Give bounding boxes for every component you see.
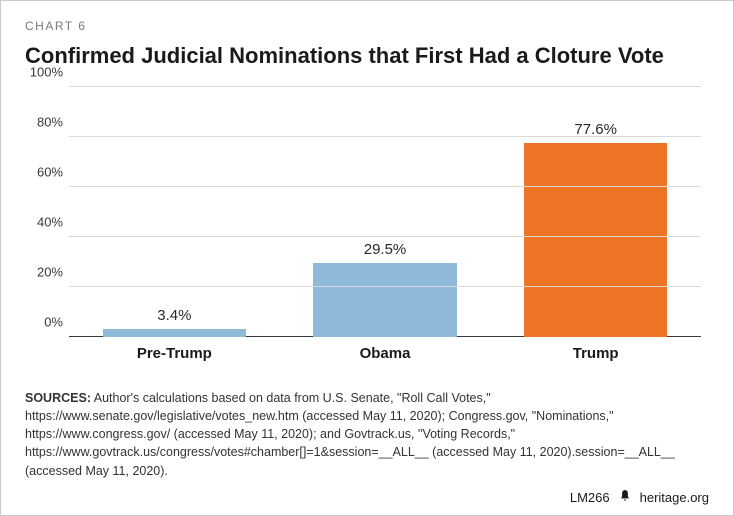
sources-label: SOURCES: bbox=[25, 391, 91, 405]
sources-body: Author's calculations based on data from… bbox=[25, 391, 675, 478]
grid-line bbox=[69, 286, 701, 287]
footer-site: heritage.org bbox=[640, 490, 709, 505]
bar: 77.6% bbox=[524, 143, 667, 337]
x-axis-label: Obama bbox=[280, 337, 491, 367]
bar-slot: 29.5% bbox=[280, 87, 491, 337]
sources-text: SOURCES: Author's calculations based on … bbox=[25, 389, 709, 480]
plot-area: 3.4%29.5%77.6% 0%20%40%60%80%100% bbox=[69, 87, 701, 337]
y-tick-label: 80% bbox=[21, 115, 63, 130]
x-axis-labels: Pre-TrumpObamaTrump bbox=[69, 337, 701, 367]
x-axis-label: Pre-Trump bbox=[69, 337, 280, 367]
y-tick-label: 20% bbox=[21, 265, 63, 280]
bar-slot: 3.4% bbox=[69, 87, 280, 337]
bar-value-label: 29.5% bbox=[364, 241, 407, 258]
bar-chart: 3.4%29.5%77.6% 0%20%40%60%80%100% Pre-Tr… bbox=[69, 87, 701, 367]
chart-title: Confirmed Judicial Nominations that Firs… bbox=[25, 43, 709, 69]
grid-line bbox=[69, 86, 701, 87]
y-tick-label: 0% bbox=[21, 315, 63, 330]
y-tick-label: 40% bbox=[21, 215, 63, 230]
y-tick-label: 60% bbox=[21, 165, 63, 180]
bar: 3.4% bbox=[103, 329, 246, 338]
bell-icon bbox=[618, 489, 632, 505]
bar: 29.5% bbox=[313, 263, 456, 337]
y-tick-label: 100% bbox=[21, 65, 63, 80]
footer-code: LM266 bbox=[570, 490, 610, 505]
footer: LM266 heritage.org bbox=[570, 489, 709, 505]
x-axis-label: Trump bbox=[490, 337, 701, 367]
grid-line bbox=[69, 236, 701, 237]
bar-slot: 77.6% bbox=[490, 87, 701, 337]
grid-line bbox=[69, 136, 701, 137]
chart-number-label: CHART 6 bbox=[25, 19, 709, 33]
bar-value-label: 3.4% bbox=[157, 307, 191, 324]
grid-line bbox=[69, 186, 701, 187]
bars-container: 3.4% 29.5% 77.6% bbox=[69, 87, 701, 337]
